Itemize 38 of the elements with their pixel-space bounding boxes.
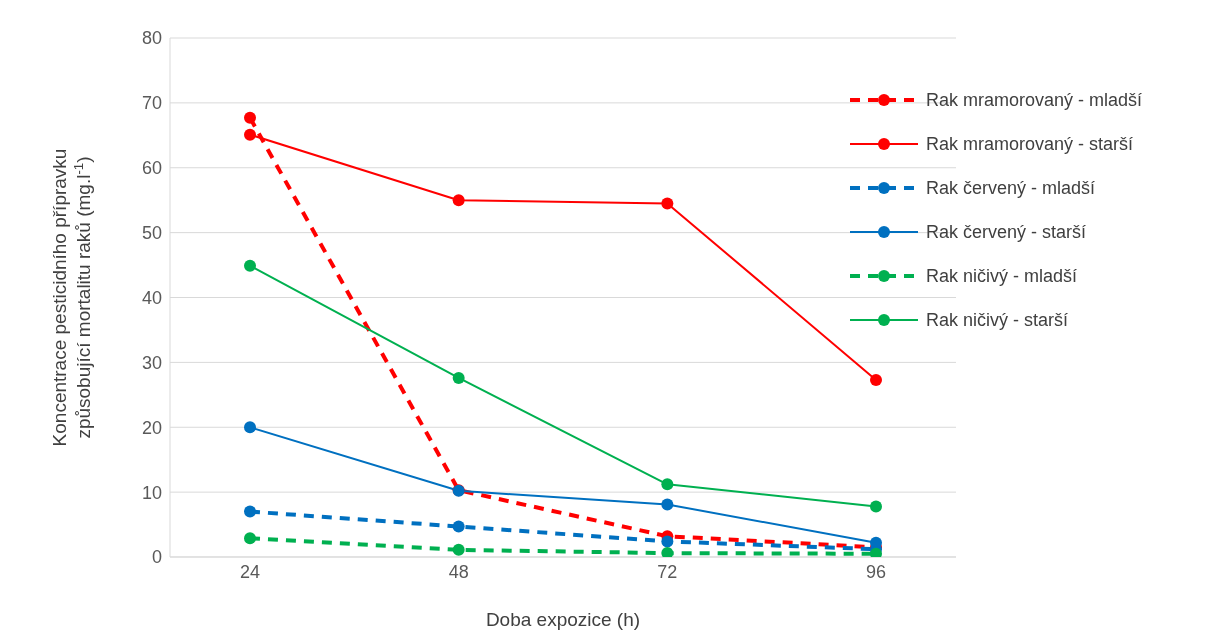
point <box>452 543 465 556</box>
y-tick-label: 60 <box>141 158 162 179</box>
legend-label: Rak červený - starší <box>926 221 1087 243</box>
point <box>661 498 674 511</box>
point <box>452 371 465 384</box>
point <box>452 194 465 207</box>
point <box>661 535 674 548</box>
y-tick-label: 50 <box>141 223 162 244</box>
y-tick-label: 10 <box>141 482 162 503</box>
point <box>244 421 256 434</box>
point <box>661 547 674 557</box>
x-tick-label: 24 <box>239 561 261 582</box>
x-tick-label: 96 <box>865 561 887 582</box>
legend-label: Rak ničivý - mladší <box>926 265 1078 287</box>
point <box>244 505 256 518</box>
x-tick-label: 72 <box>657 561 678 582</box>
y-tick-label: 70 <box>141 93 162 114</box>
legend-label: Rak ničivý - starší <box>926 309 1069 331</box>
point <box>244 532 256 545</box>
point <box>244 128 256 141</box>
y-tick-label: 80 <box>141 28 162 49</box>
point <box>452 520 465 533</box>
point <box>870 373 882 386</box>
point <box>244 259 256 272</box>
point <box>661 478 674 491</box>
y-tick-label: 20 <box>141 417 162 438</box>
point <box>870 500 882 513</box>
point <box>661 197 674 210</box>
legend-label: Rak mramorovaný - starší <box>926 133 1134 155</box>
y-tick-label: 40 <box>141 287 162 308</box>
y-tick-label: 30 <box>141 352 162 373</box>
legend-label: Rak mramorovaný - mladší <box>926 89 1143 111</box>
point <box>870 547 882 557</box>
x-axis-title: Doba expozice (h) <box>485 609 641 630</box>
x-tick-label: 48 <box>448 561 469 582</box>
point <box>244 111 256 124</box>
y-tick-label: 0 <box>151 547 162 568</box>
legend-label: Rak červený - mladší <box>926 177 1096 199</box>
